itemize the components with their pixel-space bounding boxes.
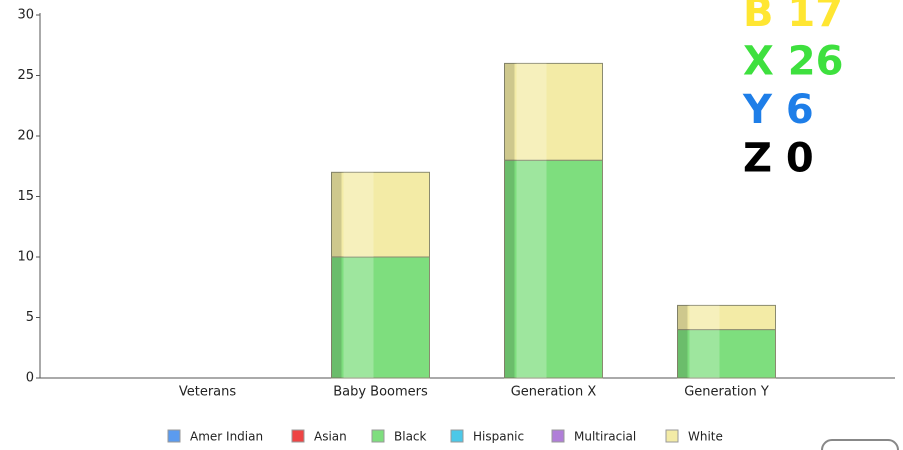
legend-label: White <box>688 430 723 444</box>
x-tick-label: Veterans <box>179 385 237 400</box>
bar-shade <box>505 63 515 160</box>
bar-shine <box>690 330 720 378</box>
y-tick-label: 0 <box>26 371 34 386</box>
bar-shade <box>678 330 688 378</box>
bar-shine <box>344 172 374 257</box>
y-tick-label: 20 <box>17 129 34 144</box>
y-tick-label: 10 <box>17 250 34 265</box>
legend-label: Multiracial <box>574 430 636 444</box>
bar-shine <box>690 305 720 329</box>
y-tick-label: 25 <box>17 68 34 83</box>
bar-shine <box>517 160 547 378</box>
legend-swatch <box>292 430 304 442</box>
bar-shade <box>678 305 688 329</box>
legend-swatch <box>552 430 564 442</box>
bar-shine <box>344 257 374 378</box>
x-tick-label: Baby Boomers <box>333 385 428 400</box>
x-tick-label: Generation Y <box>684 385 769 400</box>
x-tick-label: Generation X <box>511 385 597 400</box>
legend-label: Black <box>394 430 427 444</box>
legend-label: Amer Indian <box>190 430 263 444</box>
legend-swatch <box>451 430 463 442</box>
legend-swatch <box>372 430 384 442</box>
y-tick-label: 15 <box>17 189 34 204</box>
y-tick-label: 5 <box>26 310 34 325</box>
page: 0 5 10 15 20 25 30 Veterans Baby Boomers Generati… <box>0 0 903 450</box>
annotation: Y 6 <box>742 87 814 133</box>
legend-swatch <box>666 430 678 442</box>
y-tick-label: 30 <box>17 8 34 23</box>
annotation: Z 0 <box>743 136 814 182</box>
button-edge[interactable] <box>822 440 898 450</box>
legend-label: Hispanic <box>473 430 524 444</box>
bar-shine <box>517 63 547 160</box>
legend-swatch <box>168 430 180 442</box>
annotation: X 26 <box>743 39 843 85</box>
chart: 0 5 10 15 20 25 30 Veterans Baby Boomers Generati… <box>0 0 903 450</box>
bar-shade <box>505 160 515 378</box>
annotation: B 17 <box>743 0 843 36</box>
bar-shade <box>332 257 342 378</box>
legend-label: Asian <box>314 430 347 444</box>
bar-shade <box>332 172 342 257</box>
